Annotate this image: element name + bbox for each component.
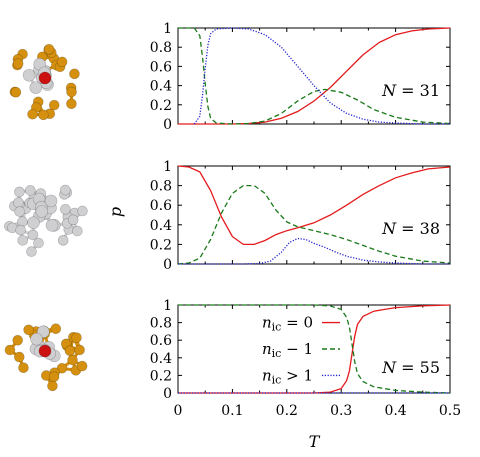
x-tick-label: 0.3 [330, 403, 352, 419]
series-line-green [178, 27, 451, 125]
y-tick-label: 1 [163, 159, 172, 175]
panel-annotation: N = 55 [381, 358, 440, 377]
y-tick-label: 0.6 [150, 333, 172, 349]
y-tick-label: 0 [163, 117, 172, 133]
series-line-blue [193, 27, 450, 125]
legend-label: nic − 1 [262, 340, 313, 360]
y-tick-label: 0.4 [150, 351, 172, 367]
plot-frame [177, 27, 451, 125]
y-axis-label: p [106, 207, 125, 217]
y-tick-label: 0.4 [150, 79, 172, 95]
legend-label: nic > 1 [262, 366, 313, 386]
y-tick-label: 1 [163, 21, 172, 37]
chart-panel-1: 0 0.2 0.4 0.6 0.8 1 N = 31 [150, 21, 451, 133]
y-tick-label: 0.8 [150, 179, 172, 195]
plot-frame [177, 304, 451, 394]
x-axis-label: T [309, 432, 321, 451]
series-line-red [177, 165, 451, 246]
panel-annotation: N = 31 [381, 81, 440, 100]
cluster-55-icon [4, 323, 88, 392]
y-tick-label: 0.6 [150, 59, 172, 75]
x-tick-label: 0.1 [221, 403, 243, 419]
y-tick-label: 0 [163, 386, 172, 402]
y-tick-label: 0 [163, 257, 172, 273]
cluster-images [4, 43, 88, 392]
legend-label: nic = 0 [262, 314, 313, 334]
panel-annotation: N = 38 [381, 219, 440, 238]
y-tick-label: 1 [163, 298, 172, 314]
y-tick-label: 0.8 [150, 316, 172, 332]
y-tick-label: 0.2 [150, 98, 172, 114]
series-line-green [178, 304, 451, 394]
y-tick-label: 0.2 [150, 237, 172, 253]
x-tick-label: 0.2 [276, 403, 298, 419]
chart-panel-2: 0 0.2 0.4 0.6 0.8 1 N = 38 [150, 159, 451, 273]
cluster-38-icon [4, 184, 88, 257]
legend: nic = 0 nic − 1 nic > 1 [262, 314, 340, 386]
y-tick-label: 0.4 [150, 218, 172, 234]
series-line-red [178, 304, 451, 394]
y-tick-label: 0.6 [150, 198, 172, 214]
y-tick-label: 0.8 [150, 40, 172, 56]
x-tick-label: 0.5 [439, 403, 461, 419]
plot-frame [177, 165, 451, 265]
series-line-green [177, 184, 451, 265]
cluster-31-icon [9, 43, 80, 121]
series-line-red [178, 27, 451, 125]
x-tick-label: 0.4 [384, 403, 406, 419]
series-line-blue [178, 237, 450, 265]
x-tick-label: 0 [174, 403, 183, 419]
chart-panel-3: 00.20.40.60.810 0.1 0.2 0.3 0.4 0.5N = 55 [150, 298, 461, 419]
y-tick-label: 0.2 [150, 368, 172, 384]
